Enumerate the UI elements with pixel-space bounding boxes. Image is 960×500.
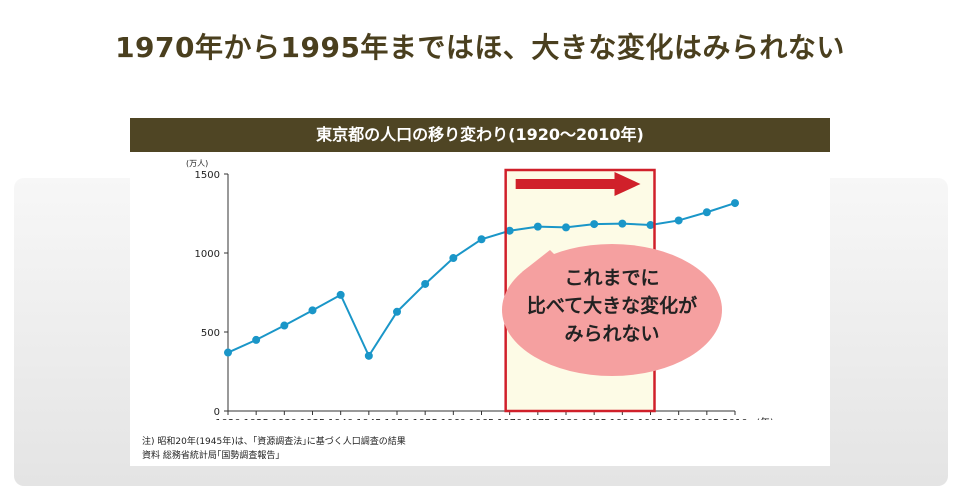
data-point	[393, 307, 401, 316]
chart-title: 東京都の人口の移り変わり(1920〜2010年)	[130, 118, 830, 152]
x-tick-label: 1925	[243, 418, 268, 420]
chart-card: 東京都の人口の移り変わり(1920〜2010年) 0 500 1000 1500 (万人…	[130, 118, 830, 466]
x-tick-label: 1960	[441, 418, 466, 420]
x-tick-label: 1980	[553, 418, 578, 420]
page-headline: 1970年から1995年まではほ、大きな変化はみられない	[115, 31, 845, 64]
x-tick-label: 1985	[581, 418, 606, 420]
x-tick-label: 1920	[215, 418, 240, 420]
data-point	[731, 199, 739, 208]
callout-text-1: これまでに	[564, 267, 659, 289]
data-point	[449, 254, 458, 263]
x-tick-label: 1995	[638, 418, 663, 420]
x-tick-label: 1975	[525, 418, 550, 420]
callout-text-2: 比べて大きな変化が	[527, 294, 697, 317]
x-tick-label: 1935	[300, 418, 325, 420]
y-axis-label: (万人)	[186, 159, 208, 168]
data-point	[590, 220, 599, 229]
x-tick-label: 1930	[272, 418, 297, 420]
chart-source: 資料 総務省統計局｢国勢調査報告｣	[142, 451, 280, 461]
y-tick-label: 500	[201, 328, 220, 339]
data-point	[505, 226, 514, 235]
x-tick-label: 1955	[412, 418, 437, 420]
data-point	[336, 290, 345, 299]
callout-text-3: みられない	[564, 323, 659, 345]
x-tick-label: 2005	[694, 418, 719, 420]
data-point	[421, 279, 430, 288]
line-chart: 0 500 1000 1500 (万人) 19201925 1930193519401945…	[186, 159, 774, 420]
arrow-head	[614, 172, 641, 196]
data-point	[224, 348, 232, 357]
data-point	[364, 351, 373, 360]
x-tick-label: 2010	[722, 418, 747, 420]
y-tick-label: 1500	[195, 170, 220, 181]
data-point	[308, 306, 317, 315]
callout-shape	[502, 244, 722, 376]
x-tick-label: 1970	[497, 418, 522, 420]
data-point	[646, 221, 655, 230]
chart-note: 注) 昭和20年(1945年)は、｢資源調査法｣に基づく人口調査の結果	[142, 437, 406, 447]
y-tick-label: 0	[214, 407, 220, 418]
data-point	[280, 321, 289, 330]
data-point	[477, 235, 486, 244]
arrow-shaft	[515, 179, 615, 189]
data-point	[252, 335, 261, 344]
y-tick-label: 1000	[195, 249, 220, 260]
x-tick-label: 1950	[384, 418, 409, 420]
data-point	[702, 208, 711, 217]
x-tick-label: 1965	[469, 418, 494, 420]
x-axis-label: (年)	[756, 416, 774, 420]
data-point	[618, 219, 627, 228]
x-tick-label: 2000	[666, 418, 691, 420]
x-tick-label: 1940	[328, 418, 353, 420]
x-tick-label: 1990	[610, 418, 635, 420]
x-tick-label: 1945	[356, 418, 381, 420]
data-point	[533, 222, 542, 231]
data-point	[674, 216, 683, 225]
data-point	[562, 223, 570, 232]
